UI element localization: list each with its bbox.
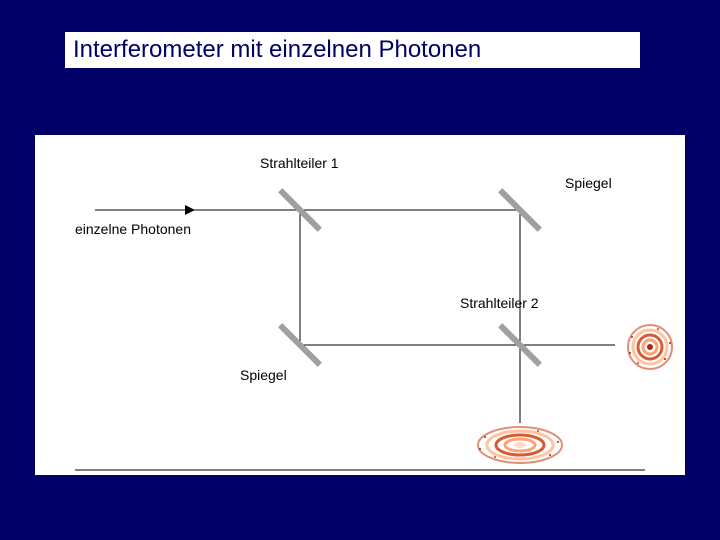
- interference-pattern-bottom: [473, 423, 567, 467]
- label-mirror-tr: Spiegel: [565, 175, 612, 191]
- label-mirror-bl: Spiegel: [240, 367, 287, 383]
- label-input: einzelne Photonen: [75, 221, 191, 237]
- arrow-input: [185, 205, 195, 215]
- interferometer-diagram: einzelne Photonen Strahlteiler 1 Spiegel…: [35, 135, 685, 475]
- label-bs2: Strahlteiler 2: [460, 295, 539, 311]
- slide-title: Interferometer mit einzelnen Photonen: [65, 32, 640, 68]
- interference-pattern-right: [623, 323, 677, 371]
- label-bs1: Strahlteiler 1: [260, 155, 339, 171]
